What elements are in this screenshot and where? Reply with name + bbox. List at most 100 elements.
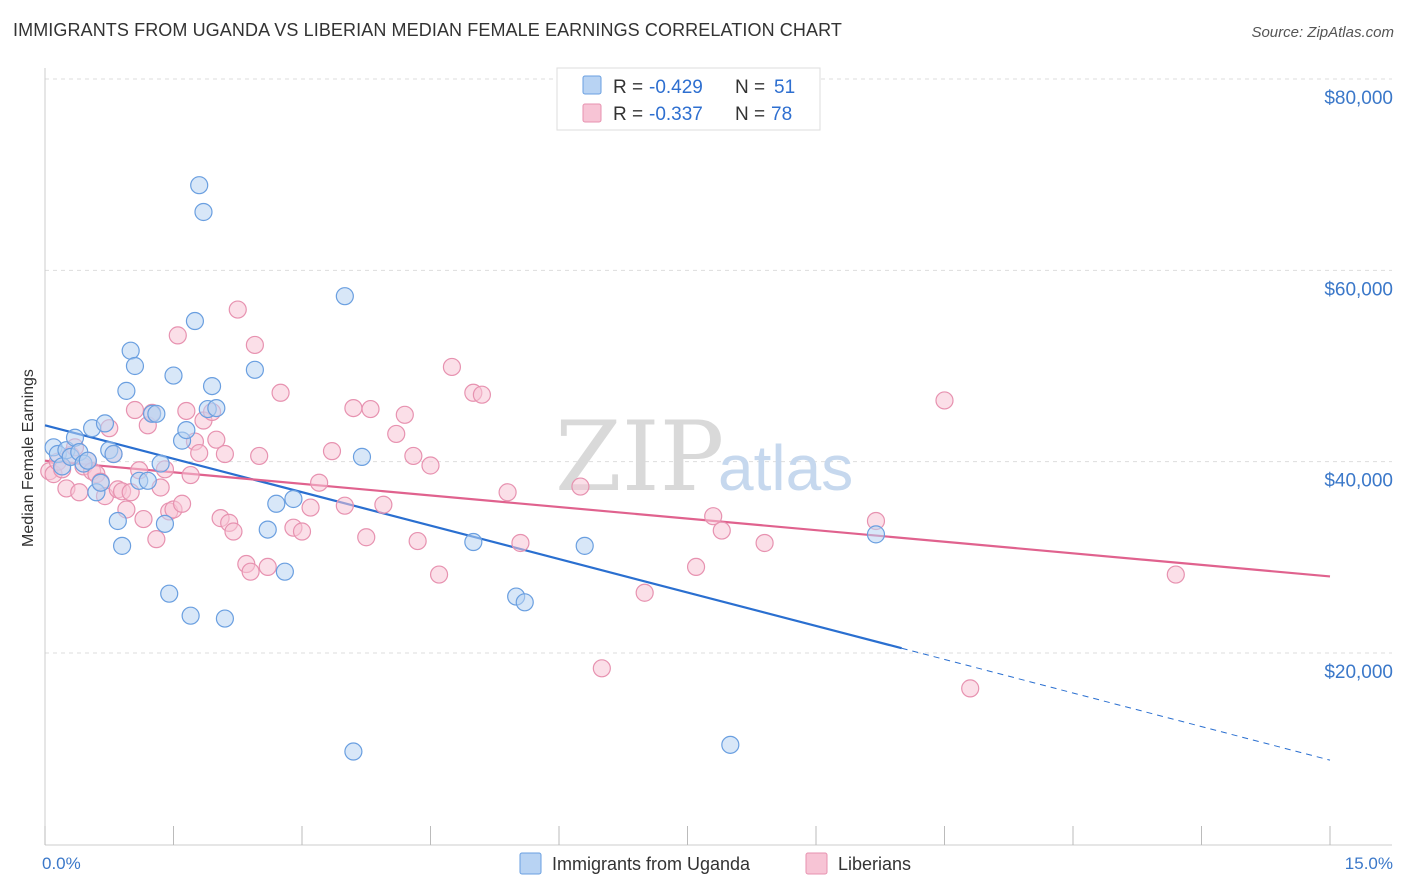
point-liberia-56 [344,398,363,418]
point-liberia-59 [374,495,393,514]
point-liberia-25 [147,530,166,549]
point-uganda-51 [866,525,886,544]
bottom-legend-swatch-liberia [805,852,828,875]
bottom-legend-swatch-uganda [519,852,542,875]
point-liberia-32 [177,401,196,421]
point-uganda-36 [207,398,226,418]
point-uganda-25 [155,514,175,533]
point-liberia-79 [935,391,954,410]
legend-n-label-2: N = [735,104,765,125]
point-liberia-72 [592,659,611,678]
point-uganda-45 [352,447,372,466]
y-axis-label: Median Female Earnings [20,369,37,547]
axes [44,68,1392,846]
point-uganda-42 [284,489,303,509]
point-uganda-21 [138,471,157,490]
point-uganda-26 [160,584,179,603]
point-liberia-45 [241,562,260,581]
point-liberia-33 [181,465,200,485]
point-uganda-24 [151,454,170,473]
y-tick-labels: $20,000 $40,000 $60,000 $80,000 [1324,88,1393,683]
point-liberia-57 [357,528,376,547]
point-uganda-8 [78,451,97,470]
point-uganda-15 [108,511,127,531]
point-liberia-55 [335,496,354,515]
point-liberia-30 [168,326,187,345]
y-tick-label-3: $80,000 [1324,88,1393,109]
point-uganda-50 [721,735,740,754]
point-liberia-51 [292,522,312,541]
point-uganda-12 [95,414,115,433]
point-liberia-43 [228,300,247,319]
y-tick-label-0: $20,000 [1324,662,1393,683]
point-liberia-38 [207,430,226,449]
point-liberia-35 [190,443,209,463]
point-liberia-74 [686,557,706,577]
source-credit: Source: ZipAtlas.com [1251,24,1394,41]
point-liberia-80 [961,679,980,698]
y-tick-label-1: $40,000 [1324,471,1393,492]
legend-r-value-1: -0.429 [649,77,703,98]
point-uganda-27 [164,366,183,385]
legend-r-value-2: -0.337 [649,104,703,125]
watermark: ZIP atlas [555,401,853,513]
point-uganda-43 [335,287,354,306]
point-liberia-22 [134,509,153,529]
point-uganda-19 [125,356,145,376]
data-points [40,176,1185,761]
point-uganda-23 [147,404,166,423]
point-uganda-39 [258,520,277,539]
point-liberia-73 [635,583,654,602]
point-liberia-47 [250,446,269,466]
point-uganda-31 [185,311,205,331]
point-liberia-77 [755,533,774,553]
grid-lines [45,78,1392,654]
watermark-zip: ZIP [555,401,724,513]
point-liberia-7 [70,483,89,502]
point-uganda-18 [121,341,140,360]
point-uganda-30 [181,606,200,625]
point-uganda-29 [177,420,196,440]
bottom-legend-label-uganda: Immigrants from Uganda [552,854,751,874]
bottom-legend-label-liberia: Liberians [838,854,911,874]
point-uganda-33 [194,202,213,222]
point-uganda-35 [202,376,222,396]
watermark-atlas: atlas [718,432,853,504]
point-uganda-14 [104,444,123,464]
point-liberia-64 [421,456,440,475]
point-uganda-49 [575,536,594,555]
point-uganda-41 [275,562,294,581]
point-liberia-49 [271,383,290,402]
point-liberia-46 [245,335,264,355]
legend-n-value-2: 78 [771,104,792,125]
point-liberia-42 [224,522,243,541]
x-tick-labels: 0.0% 15.0% [42,854,1393,873]
point-uganda-46 [464,532,483,552]
point-liberia-65 [429,565,449,584]
point-uganda-48 [515,593,534,612]
legend-bottom: Immigrants from Uganda Liberians [519,852,911,875]
point-liberia-61 [395,405,414,424]
point-liberia-48 [258,557,277,577]
point-liberia-63 [408,531,427,551]
point-uganda-32 [190,176,209,195]
legend-swatch-uganda [582,75,602,95]
point-liberia-62 [404,446,423,466]
point-liberia-20 [125,400,145,420]
point-liberia-40 [215,444,234,464]
legend-r-label-2: R = [613,104,643,125]
trendline-uganda-extension [901,647,1331,761]
legend-top: R = -0.429 N = 51 R = -0.337 N = 78 [556,67,821,131]
legend-swatch-liberia [582,103,602,123]
point-uganda-40 [267,494,286,513]
point-liberia-68 [472,385,491,404]
point-liberia-60 [387,424,406,444]
point-liberia-52 [301,498,320,517]
point-liberia-76 [712,521,731,540]
legend-n-label-1: N = [735,77,765,98]
point-liberia-75 [704,507,723,526]
point-liberia-58 [361,399,380,419]
point-liberia-54 [322,442,342,461]
x-tick-label-0: 0.0% [42,854,81,873]
